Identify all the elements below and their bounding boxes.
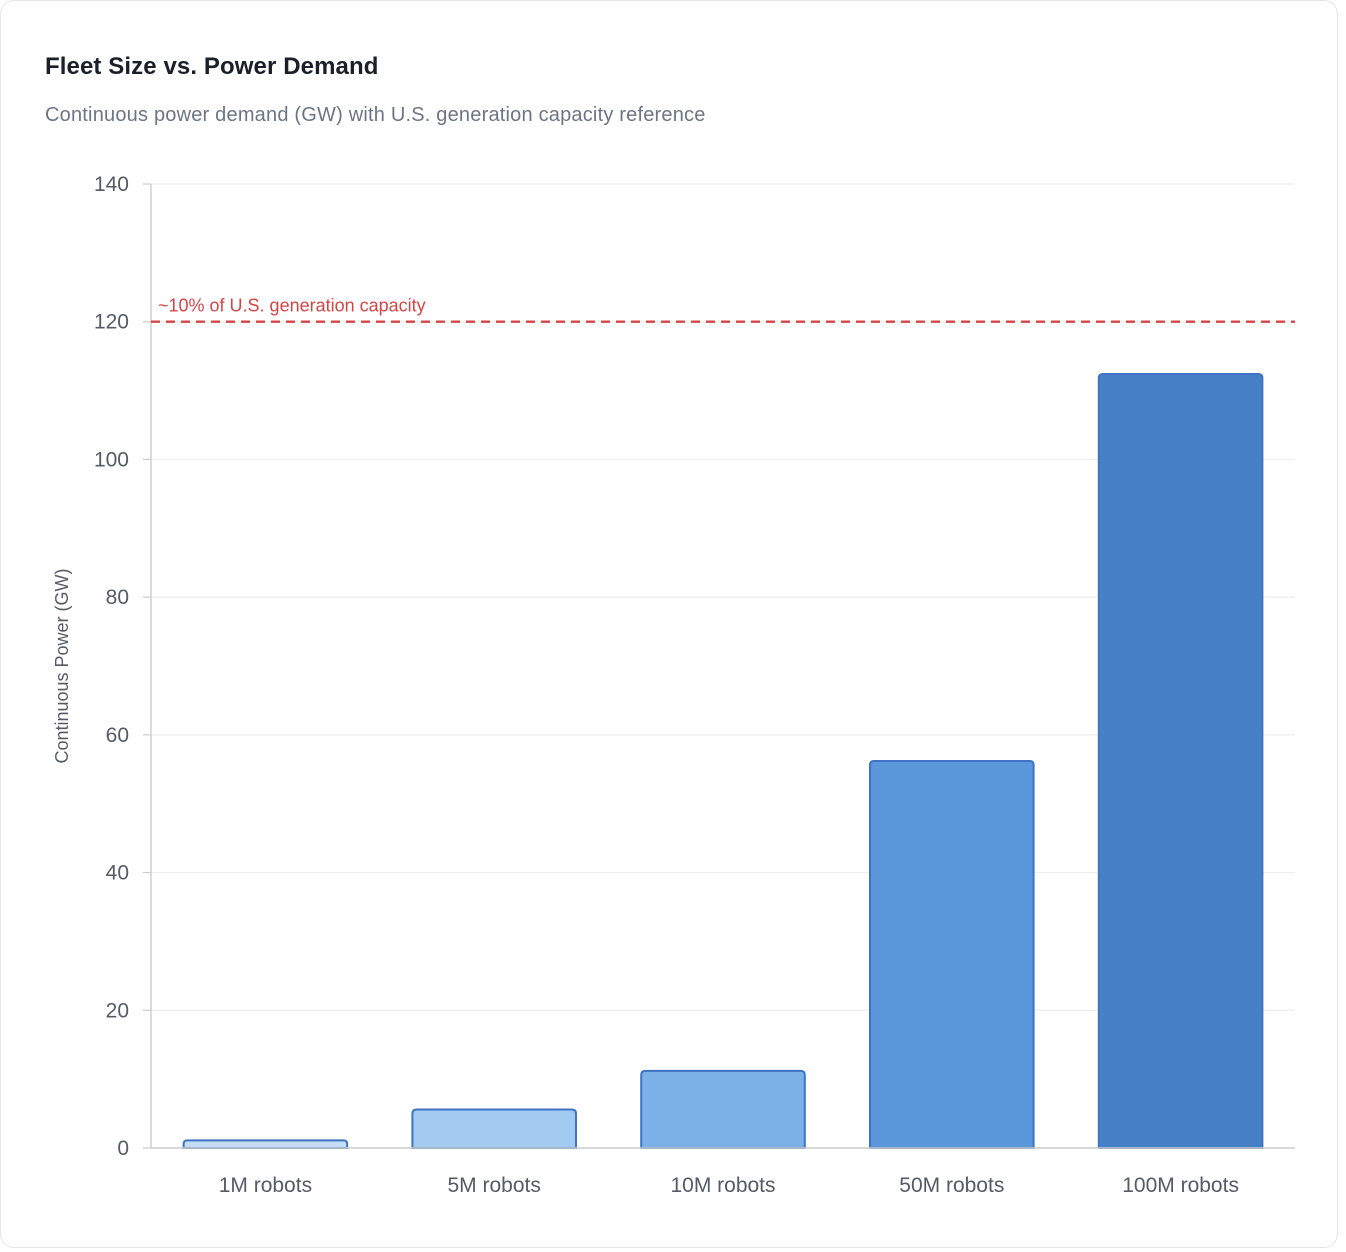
x-tick-label: 5M robots bbox=[448, 1174, 541, 1197]
y-axis-title: Continuous Power (GW) bbox=[52, 568, 72, 763]
y-tick-label: 0 bbox=[117, 1137, 129, 1160]
chart-title: Fleet Size vs. Power Demand bbox=[45, 53, 379, 80]
bars bbox=[182, 373, 1264, 1149]
bar-1m-robots bbox=[182, 1139, 349, 1149]
x-tick-label: 10M robots bbox=[670, 1174, 775, 1197]
y-tick-label: 20 bbox=[106, 999, 129, 1022]
y-tick-label: 120 bbox=[94, 311, 129, 334]
chart-subtitle: Continuous power demand (GW) with U.S. g… bbox=[45, 104, 706, 126]
y-tick-labels: 0 20 40 60 80 100 120 140 bbox=[94, 173, 129, 1160]
x-tick-label: 100M robots bbox=[1122, 1174, 1239, 1197]
y-tick-label: 80 bbox=[106, 586, 129, 609]
reference-annotation: ~10% of U.S. generation capacity bbox=[151, 296, 1295, 323]
y-tick-label: 60 bbox=[106, 724, 129, 747]
x-tick-labels: 1M robots 5M robots 10M robots 50M robots 10… bbox=[219, 1174, 1239, 1197]
y-tick-label: 40 bbox=[106, 862, 129, 885]
bar-10m-robots bbox=[640, 1069, 806, 1149]
bar-50m-robots bbox=[869, 760, 1035, 1149]
y-tick-label: 140 bbox=[94, 173, 129, 196]
x-tick-label: 1M robots bbox=[219, 1174, 312, 1197]
y-tick-label: 100 bbox=[94, 448, 129, 471]
x-tick-label: 50M robots bbox=[899, 1174, 1004, 1197]
reference-line-label: ~10% of U.S. generation capacity bbox=[158, 296, 426, 316]
bar-5m-robots bbox=[411, 1108, 577, 1149]
axes bbox=[143, 183, 1295, 1149]
bar-100m-robots bbox=[1097, 373, 1264, 1149]
